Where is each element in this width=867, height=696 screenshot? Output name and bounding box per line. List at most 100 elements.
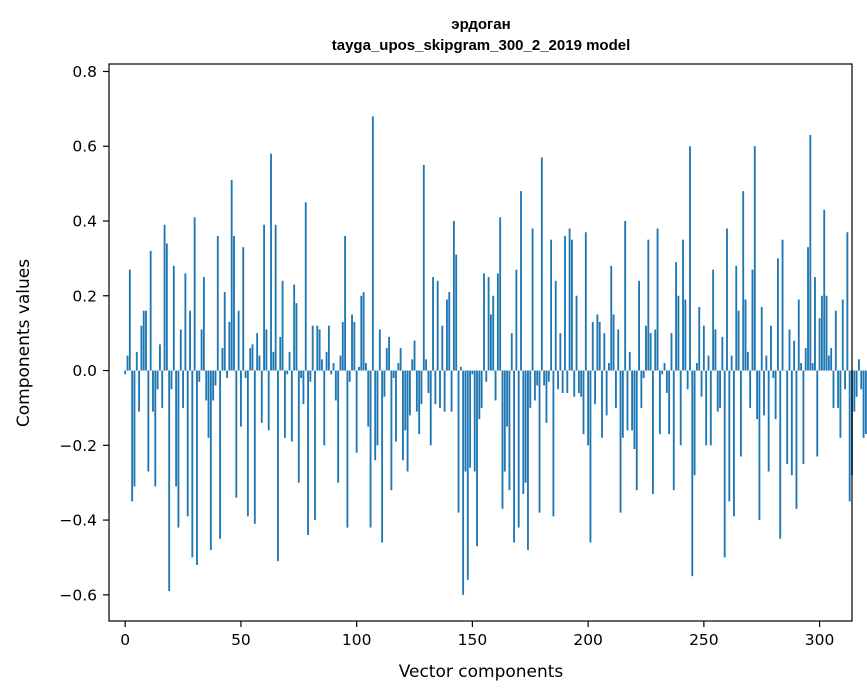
bar-210 [610,265,613,371]
bar-224 [642,370,645,379]
bar-188 [559,333,562,371]
bar-87 [325,351,328,371]
bar-280 [772,370,775,379]
bar-284 [781,239,784,371]
bar-196 [577,370,580,393]
y-axis-label: Components values [14,259,34,427]
y-tick-label-5: 0.4 [72,213,97,231]
bar-276 [763,370,765,416]
bar-319 [862,370,865,438]
bar-147 [464,370,467,472]
bar-244 [689,146,691,371]
bar-194 [573,370,576,397]
bar-82 [314,370,316,521]
bar-312 [846,232,849,371]
bar-248 [698,306,701,371]
bar-236 [670,333,673,371]
bar-47 [233,235,235,371]
bar-174 [527,370,529,550]
bar-31 [196,370,198,565]
bar-3 [131,370,134,502]
x-tick-label-50: 50 [231,631,251,649]
bar-250 [702,325,705,371]
bar-178 [536,370,539,386]
bar-173 [524,370,527,483]
bar-256 [716,370,719,412]
y-tick-label-1: −0.4 [59,512,97,530]
bar-243 [686,370,689,390]
bar-149 [469,370,472,468]
bar-212 [614,370,617,408]
bar-232 [661,370,664,375]
bar-55 [251,344,254,371]
bar-57 [256,333,259,371]
bar-317 [858,359,860,371]
bar-218 [628,351,631,371]
bar-107 [371,116,374,371]
bar-130 [425,359,428,371]
x-tick-label-250: 250 [689,631,719,649]
bar-84 [318,329,321,371]
bar-168 [513,370,515,543]
bar-262 [730,355,733,371]
bar-310 [841,299,844,371]
bar-66 [277,370,279,562]
bar-148 [466,370,469,580]
bar-69 [283,370,286,438]
bar-263 [733,370,735,517]
bar-296 [809,135,812,371]
bar-165 [506,370,509,427]
bar-114 [388,336,390,371]
bar-52 [244,370,247,379]
bar-62 [267,370,270,431]
bar-60 [263,224,266,371]
bar-240 [679,370,682,446]
bar-268 [744,299,747,371]
bar-34 [202,277,205,371]
bar-305 [830,348,833,371]
bar-48 [235,370,238,498]
bar-96 [346,370,349,528]
bar-26 [184,273,187,371]
chart-title-line2: tayga_upos_skipgram_300_2_2019 model [332,37,631,54]
bar-222 [638,280,640,371]
bar-67 [279,336,282,371]
bar-154 [480,370,483,408]
bar-201 [589,370,592,543]
bar-219 [631,370,634,431]
bar-176 [531,228,534,371]
bar-68 [281,280,284,371]
bar-94 [341,321,344,371]
bar-5 [135,351,138,371]
bar-245 [691,370,694,577]
bar-259 [723,370,726,558]
bar-205 [598,321,601,371]
bar-138 [443,370,446,412]
y-axis: −0.6 −0.4 −0.2 0.0 0.2 0.4 0.6 0.8 [59,63,109,604]
bar-225 [645,325,647,371]
bar-164 [503,370,506,472]
bar-311 [844,370,846,390]
bar-286 [786,370,789,464]
bar-6 [138,370,141,412]
x-tick-label-0: 0 [120,631,130,649]
bar-17 [163,224,166,371]
bar-125 [413,340,416,371]
bar-320 [864,370,867,435]
bar-166 [508,370,511,491]
bar-102 [360,295,363,371]
bar-2 [128,269,131,371]
bar-204 [596,314,599,371]
bar-302 [823,209,826,371]
bar-209 [608,363,610,371]
bar-228 [652,370,654,494]
bar-316 [855,370,858,397]
bar-185 [552,370,555,517]
bar-313 [848,370,851,502]
bar-123 [408,370,411,416]
bar-0 [124,370,127,375]
bar-14 [156,370,159,390]
bar-74 [295,303,298,371]
bar-246 [693,370,696,476]
bar-15 [159,344,161,371]
